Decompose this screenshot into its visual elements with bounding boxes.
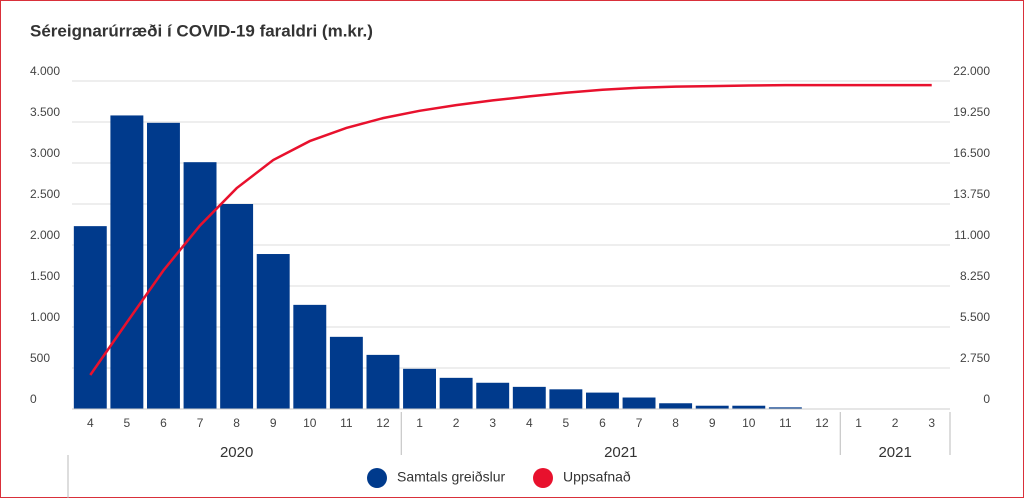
x-tick-label: 7: [636, 416, 643, 430]
x-tick-label: 11: [340, 416, 353, 430]
y-tick-label: 1.500: [30, 269, 60, 283]
y2-tick-label: 16.500: [953, 146, 990, 160]
group-label: 2020: [220, 444, 253, 461]
x-tick-label: 2: [892, 416, 899, 430]
bar: [183, 162, 217, 409]
legend-label: Uppsafnað: [563, 469, 631, 485]
group-label: 2021: [604, 444, 637, 461]
x-tick-label: 11: [779, 416, 792, 430]
bar: [512, 386, 546, 409]
x-tick-label: 3: [928, 416, 935, 430]
x-tick-label: 8: [233, 416, 240, 430]
bar: [439, 377, 473, 409]
x-tick-label: 10: [303, 416, 317, 430]
x-tick-label: 12: [376, 416, 390, 430]
y2-tick-label: 22.000: [953, 64, 990, 78]
bar: [366, 354, 400, 409]
group-label: 2021: [878, 444, 911, 461]
bar: [146, 122, 180, 409]
x-tick-label: 8: [672, 416, 679, 430]
bar: [695, 405, 729, 409]
line: [89, 83, 932, 376]
x-tick-label: 1: [416, 416, 423, 430]
legend-marker: [533, 468, 553, 488]
x-tick-label: 4: [526, 416, 533, 430]
bar: [549, 389, 583, 409]
x-tick-label: 5: [124, 416, 131, 430]
y-tick-label: 1.000: [30, 310, 60, 324]
y2-tick-label: 19.250: [953, 105, 990, 119]
x-tick-label: 6: [160, 416, 167, 430]
bar: [768, 407, 802, 409]
y2-tick-label: 8.250: [960, 269, 990, 283]
bar: [732, 405, 766, 409]
bar: [622, 397, 656, 409]
bar: [329, 336, 363, 409]
bar: [220, 204, 254, 409]
x-tick-label: 4: [87, 416, 94, 430]
bar: [73, 226, 107, 409]
y-tick-label: 500: [30, 351, 50, 365]
y-tick-label: 2.000: [30, 228, 60, 242]
bar: [293, 304, 327, 409]
x-tick-label: 9: [270, 416, 277, 430]
y-tick-label: 3.000: [30, 146, 60, 160]
x-tick-label: 9: [709, 416, 716, 430]
x-tick-label: 2: [453, 416, 460, 430]
bar: [110, 115, 144, 409]
y-tick-label: 0: [30, 392, 37, 406]
x-tick-label: 5: [563, 416, 570, 430]
y-tick-label: 4.000: [30, 64, 60, 78]
x-tick-label: 7: [197, 416, 204, 430]
x-tick-label: 10: [742, 416, 756, 430]
bar: [476, 382, 510, 409]
legend-marker: [367, 468, 387, 488]
y2-tick-label: 5.500: [960, 310, 990, 324]
bar: [403, 368, 437, 409]
y-tick-label: 2.500: [30, 187, 60, 201]
x-tick-label: 3: [489, 416, 496, 430]
bar: [585, 392, 619, 409]
y2-tick-label: 0: [983, 392, 990, 406]
y-tick-label: 3.500: [30, 105, 60, 119]
bar: [659, 403, 693, 409]
legend-label: Samtals greiðslur: [397, 469, 505, 485]
x-tick-label: 6: [599, 416, 606, 430]
chart-title: Séreignarúrræði í COVID-19 faraldri (m.k…: [30, 21, 373, 40]
x-tick-label: 12: [815, 416, 829, 430]
y2-tick-label: 2.750: [960, 351, 990, 365]
y2-tick-label: 13.750: [953, 187, 990, 201]
x-tick-label: 1: [855, 416, 862, 430]
y2-tick-label: 11.000: [954, 228, 990, 242]
bar: [256, 254, 290, 409]
